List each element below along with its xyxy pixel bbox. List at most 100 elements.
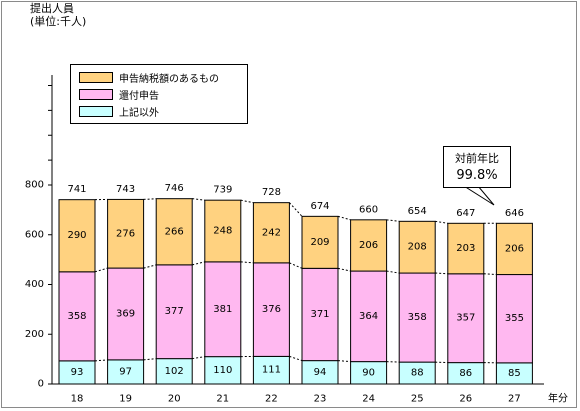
y-tick-label: 400 [25, 279, 44, 290]
series-connector-line [435, 220, 448, 224]
bar-total-label: 674 [310, 201, 329, 212]
bar-segment [301, 215, 339, 269]
series-connector-line [435, 272, 448, 275]
bar-segment [58, 199, 96, 273]
bar-value-label: 97 [119, 366, 132, 377]
series-connector-line [289, 262, 303, 269]
bar-total-label: 743 [116, 184, 135, 195]
bar-value-label: 206 [359, 240, 378, 251]
bar-value-label: 376 [262, 304, 281, 315]
series-connector-line [337, 215, 351, 221]
series-connector-line [192, 356, 205, 360]
x-tick-label: 18 [71, 394, 84, 405]
bar-segment [58, 271, 96, 362]
bar-value-label: 86 [459, 368, 472, 379]
x-tick-label: 22 [265, 394, 278, 405]
y-tick-label: 0 [38, 379, 44, 390]
bar-segment [495, 274, 533, 364]
bar-value-label: 358 [408, 312, 427, 323]
bar-value-label: 266 [165, 226, 184, 237]
bar-total-label: 660 [359, 204, 378, 215]
bar-value-label: 248 [213, 226, 232, 237]
y-tick-label: 800 [25, 180, 44, 191]
series-connector-line [289, 202, 303, 217]
bar-total-label: 746 [165, 183, 184, 194]
series-connector-line [143, 264, 157, 269]
bar-segment [204, 199, 242, 263]
x-tick-label: 26 [459, 394, 472, 405]
bar-segment [155, 198, 193, 266]
yoy-callout-pointer [462, 185, 495, 206]
bar-total-label: 741 [67, 184, 86, 195]
y-axis-unit-label: 提出人員 (単位:千人) [30, 2, 86, 28]
bar-segment [447, 222, 485, 275]
bar-value-label: 377 [165, 306, 184, 317]
series-connector-line [386, 270, 400, 274]
bar-total-label: 646 [505, 208, 524, 219]
x-tick-label: 27 [508, 394, 521, 405]
bar-segment [204, 356, 242, 385]
y-axis-unit: (単位:千人) [30, 15, 87, 28]
series-connector-line [289, 355, 303, 362]
bar-value-label: 355 [505, 313, 524, 324]
legend-item-tax-payable: 申告納税額のあるもの [79, 70, 219, 85]
legend-label-tax-payable: 申告納税額のあるもの [119, 73, 219, 85]
bar-total-label: 728 [262, 187, 281, 198]
bar-value-label: 88 [411, 368, 424, 379]
bar-value-label: 242 [262, 227, 281, 238]
yoy-callout-value: 99.8% [456, 168, 498, 183]
series-connector-line [143, 198, 157, 200]
x-axis-unit-label: 年分 [548, 392, 568, 405]
bar-value-label: 208 [408, 242, 427, 253]
x-tick-label: 25 [411, 394, 424, 405]
x-tick-label: 24 [362, 394, 375, 405]
bar-segment [447, 273, 485, 364]
y-tick-label: 200 [25, 329, 44, 340]
bar-total-label: 654 [408, 206, 427, 217]
bar-value-label: 276 [116, 228, 135, 239]
series-connector-line [94, 359, 108, 362]
yoy-callout-title: 対前年比 [455, 152, 499, 165]
bar-value-label: 358 [67, 311, 86, 322]
bar-value-label: 206 [505, 243, 524, 254]
bar-segment [350, 270, 388, 363]
series-connector-line [192, 261, 205, 266]
bar-segment [155, 358, 193, 385]
bar-value-label: 93 [71, 367, 84, 378]
series-connector-line [386, 219, 400, 222]
bar-segment [107, 198, 145, 269]
bar-total-label: 739 [213, 185, 232, 196]
series-connector-line [240, 261, 254, 264]
legend-item-refund: 還付申告 [79, 87, 159, 102]
bar-value-label: 94 [314, 367, 327, 378]
series-connector-line [483, 273, 497, 276]
series-connector-line [240, 199, 254, 204]
bar-segment [301, 267, 339, 362]
bar-value-label: 90 [362, 367, 375, 378]
legend-item-other: 上記以外 [79, 104, 159, 119]
chart-legend: 申告納税額のあるもの 還付申告 上記以外 [70, 64, 248, 124]
series-connector-line [337, 360, 351, 363]
bar-segment [107, 359, 145, 385]
bar-value-label: 102 [165, 366, 184, 377]
bar-segment [107, 267, 145, 361]
x-tick-label: 23 [314, 394, 327, 405]
x-tick-label: 21 [216, 394, 229, 405]
yoy-callout: 対前年比 99.8% [443, 146, 511, 188]
bar-value-label: 369 [116, 308, 135, 319]
bar-segment [495, 222, 533, 276]
legend-swatch-tax-payable [79, 71, 113, 83]
x-tick-label: 20 [168, 394, 181, 405]
bar-segment [350, 219, 388, 272]
bar-segment [252, 202, 290, 264]
bar-value-label: 371 [310, 309, 329, 320]
bar-value-label: 364 [359, 311, 378, 322]
bar-value-label: 209 [310, 237, 329, 248]
x-tick-label: 19 [119, 394, 132, 405]
y-tick-label: 600 [25, 229, 44, 240]
legend-swatch-other [79, 105, 113, 117]
bar-value-label: 111 [262, 365, 281, 376]
series-connector-line [192, 198, 205, 201]
bar-value-label: 85 [508, 368, 521, 379]
series-connector-line [143, 358, 157, 361]
